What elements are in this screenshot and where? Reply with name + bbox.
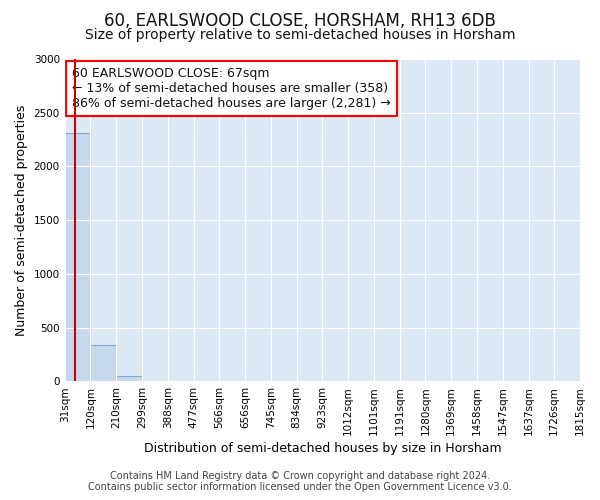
Bar: [65, 133, 91, 382]
X-axis label: Distribution of semi-detached houses by size in Horsham: Distribution of semi-detached houses by …: [143, 442, 501, 455]
Text: 60 EARLSWOOD CLOSE: 67sqm
← 13% of semi-detached houses are smaller (358)
86% of: 60 EARLSWOOD CLOSE: 67sqm ← 13% of semi-…: [73, 67, 391, 110]
Bar: [116, 376, 142, 382]
Bar: [91, 345, 116, 382]
Y-axis label: Number of semi-detached properties: Number of semi-detached properties: [15, 104, 28, 336]
Text: Contains HM Land Registry data © Crown copyright and database right 2024.
Contai: Contains HM Land Registry data © Crown c…: [88, 471, 512, 492]
Text: 60, EARLSWOOD CLOSE, HORSHAM, RH13 6DB: 60, EARLSWOOD CLOSE, HORSHAM, RH13 6DB: [104, 12, 496, 30]
Text: Size of property relative to semi-detached houses in Horsham: Size of property relative to semi-detach…: [85, 28, 515, 42]
